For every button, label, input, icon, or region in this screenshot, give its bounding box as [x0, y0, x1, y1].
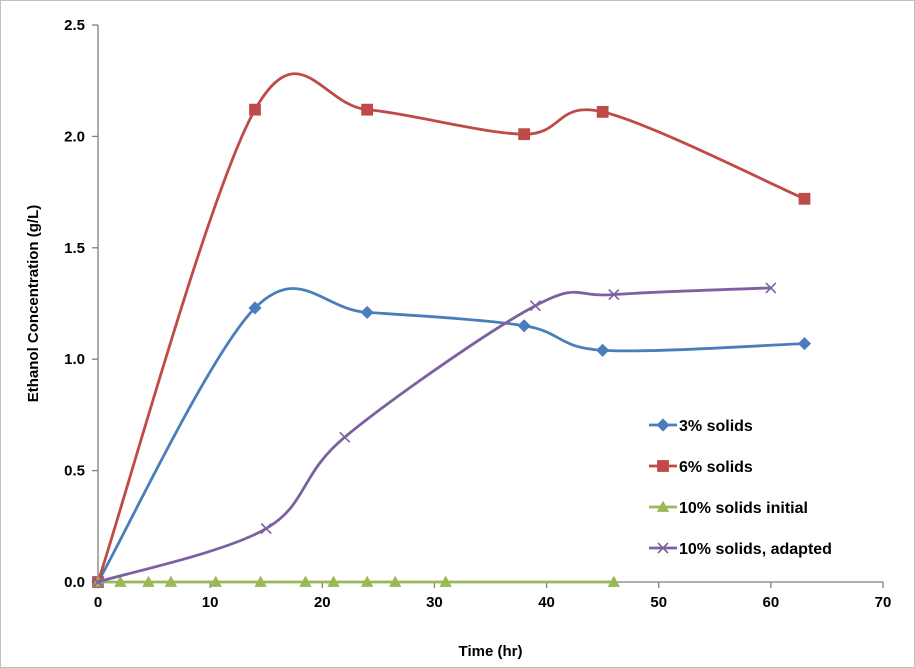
data-point [797, 337, 812, 351]
legend-item: 10% solids initial [649, 500, 808, 517]
series-3 [91, 575, 621, 587]
legend-item: 10% solids, adapted [649, 541, 832, 558]
y-tick-label: 1.5 [64, 240, 85, 257]
x-tick-label: 30 [426, 594, 443, 611]
data-point [361, 103, 374, 116]
y-tick-label: 2.5 [64, 17, 85, 34]
data-point [249, 103, 261, 116]
x-tick-label: 50 [650, 594, 667, 611]
data-point [607, 575, 621, 587]
data-point [327, 575, 340, 587]
data-point [248, 301, 262, 315]
series-layer [91, 72, 812, 589]
x-tick-label: 10 [202, 594, 219, 611]
y-tick-label: 0.0 [64, 574, 85, 591]
legend-label: 3% solids [679, 418, 753, 435]
series-2 [92, 72, 811, 588]
y-tick-label: 0.5 [64, 463, 85, 480]
x-tick-label: 40 [538, 594, 555, 611]
legend-label: 6% solids [679, 459, 753, 476]
x-axis-title: Time (hr) [459, 643, 523, 660]
data-point [114, 575, 127, 587]
data-point [517, 319, 531, 333]
data-point [596, 105, 609, 118]
series-4 [92, 282, 777, 588]
legend-marker [657, 460, 669, 472]
legend-item: 3% solids [649, 418, 753, 435]
data-point [608, 289, 620, 301]
x-tick-label: 60 [763, 594, 780, 611]
data-point [254, 575, 267, 587]
data-point [529, 300, 541, 312]
data-point [360, 575, 374, 587]
data-point [164, 575, 178, 587]
data-point [360, 305, 374, 319]
data-point [439, 575, 452, 587]
data-point [518, 128, 531, 141]
legend-marker [656, 500, 670, 512]
data-point [596, 343, 610, 357]
legend: 3% solids 6% solids 10% solids initial 10% … [649, 418, 832, 558]
x-tick-label: 0 [94, 594, 102, 611]
axes: 0.0 0.5 1.0 1.5 2.0 2.5 0 10 20 30 40 50 60 70 [64, 17, 891, 611]
data-point [260, 522, 272, 535]
data-point [339, 431, 351, 443]
x-tick-label: 20 [314, 594, 331, 611]
legend-marker [656, 418, 670, 432]
data-point [765, 282, 777, 294]
x-tick-label: 70 [875, 594, 892, 611]
data-point [92, 576, 104, 588]
y-axis-title: Ethanol Concentration (g/L) [25, 205, 42, 402]
data-point [142, 575, 155, 587]
legend-label: 10% solids, adapted [679, 541, 832, 558]
data-point [299, 575, 312, 587]
series-line [96, 72, 806, 583]
legend-marker [657, 542, 669, 554]
data-point [389, 575, 402, 587]
legend-item: 6% solids [649, 459, 753, 476]
y-tick-label: 1.0 [64, 351, 85, 368]
series-line [96, 287, 805, 583]
data-point [798, 192, 811, 205]
series-line [97, 286, 771, 584]
legend-label: 10% solids initial [679, 500, 808, 517]
data-point [209, 575, 222, 587]
y-tick-label: 2.0 [64, 128, 85, 145]
